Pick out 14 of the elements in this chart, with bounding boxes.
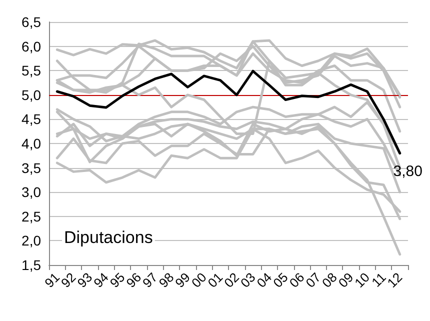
x-tick-label: 91	[42, 270, 62, 291]
y-tick-label: 5,5	[22, 62, 42, 79]
y-tick-label: 2,0	[22, 232, 42, 249]
y-tick-label: 6,0	[22, 38, 42, 54]
y-tick-label: 4,0	[22, 136, 42, 152]
y-tick-label: 5,0	[22, 86, 42, 103]
annotation: Diputacions	[64, 228, 153, 247]
y-tick-label: 6,5	[22, 14, 42, 30]
data-label: 3,80	[393, 163, 422, 180]
y-tick-label: 3,5	[22, 160, 42, 176]
y-tick-label: 3,0	[22, 184, 42, 200]
y-tick-label: 2,5	[22, 208, 42, 224]
y-tick-label: 1,5	[22, 257, 42, 273]
y-tick-label: 4,5	[22, 111, 42, 128]
